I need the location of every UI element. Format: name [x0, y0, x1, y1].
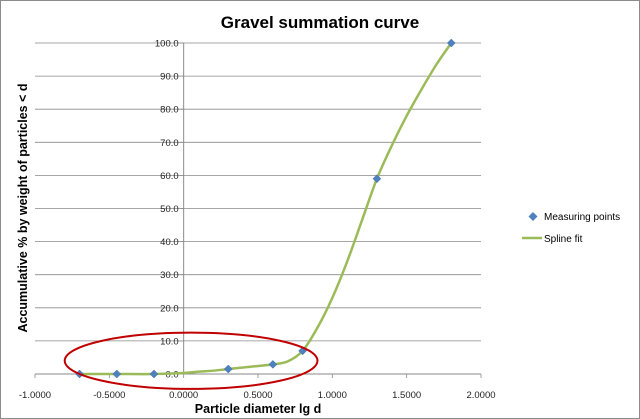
y-tick-label: 70.0 [160, 138, 179, 149]
x-tick-label: 2.0000 [466, 390, 495, 401]
measuring-point-marker [149, 369, 159, 379]
x-tick-label: 1.5000 [392, 390, 421, 401]
y-tick-label: 80.0 [160, 105, 179, 116]
x-tick-label: 1.0000 [318, 390, 347, 401]
y-tick-label: 50.0 [160, 204, 179, 215]
measuring-point-marker [223, 364, 233, 374]
y-tick-label: 60.0 [160, 171, 179, 182]
x-tick-label: 0.5000 [243, 390, 272, 401]
plot-series [75, 38, 456, 379]
legend-label-spline-fit: Spline fit [544, 234, 583, 245]
legend: Measuring points Spline fit [522, 212, 620, 245]
y-tick-label: 0.0 [165, 370, 178, 381]
y-tick-labels: 0.0 10.0 20.0 30.0 40.0 50.0 60.0 70.0 80.0 90.0 1… [155, 39, 179, 381]
x-tick-label: -0.5000 [93, 390, 125, 401]
measuring-point-marker [268, 360, 278, 369]
y-tick-label: 90.0 [160, 72, 179, 83]
y-tick-label: 10.0 [160, 336, 179, 347]
measuring-point-marker [446, 38, 456, 48]
x-tick-label: 0.0000 [169, 390, 198, 401]
y-tick-label: 30.0 [160, 270, 179, 281]
grid-lines [35, 42, 481, 342]
x-tick-labels: -1.0000 -0.5000 0.0000 0.5000 1.0000 1.5000 2.… [19, 390, 496, 401]
y-tick-label: 20.0 [160, 303, 179, 314]
y-tick-label: 40.0 [160, 237, 179, 248]
annotations [63, 331, 319, 390]
chart-title: Gravel summation curve [221, 13, 419, 32]
y-axis-title: Accumulative % by weight of particles < … [16, 83, 30, 332]
legend-marker-measuring-points [528, 212, 538, 221]
measuring-point-marker [112, 369, 122, 379]
y-tick-label: 100.0 [155, 39, 179, 50]
measuring-point-marker [372, 174, 382, 184]
highlight-ellipse [63, 331, 319, 390]
x-tick-label: -1.0000 [19, 390, 51, 401]
legend-label-measuring-points: Measuring points [544, 212, 620, 223]
x-axis-title: Particle diameter lg d [195, 402, 321, 416]
